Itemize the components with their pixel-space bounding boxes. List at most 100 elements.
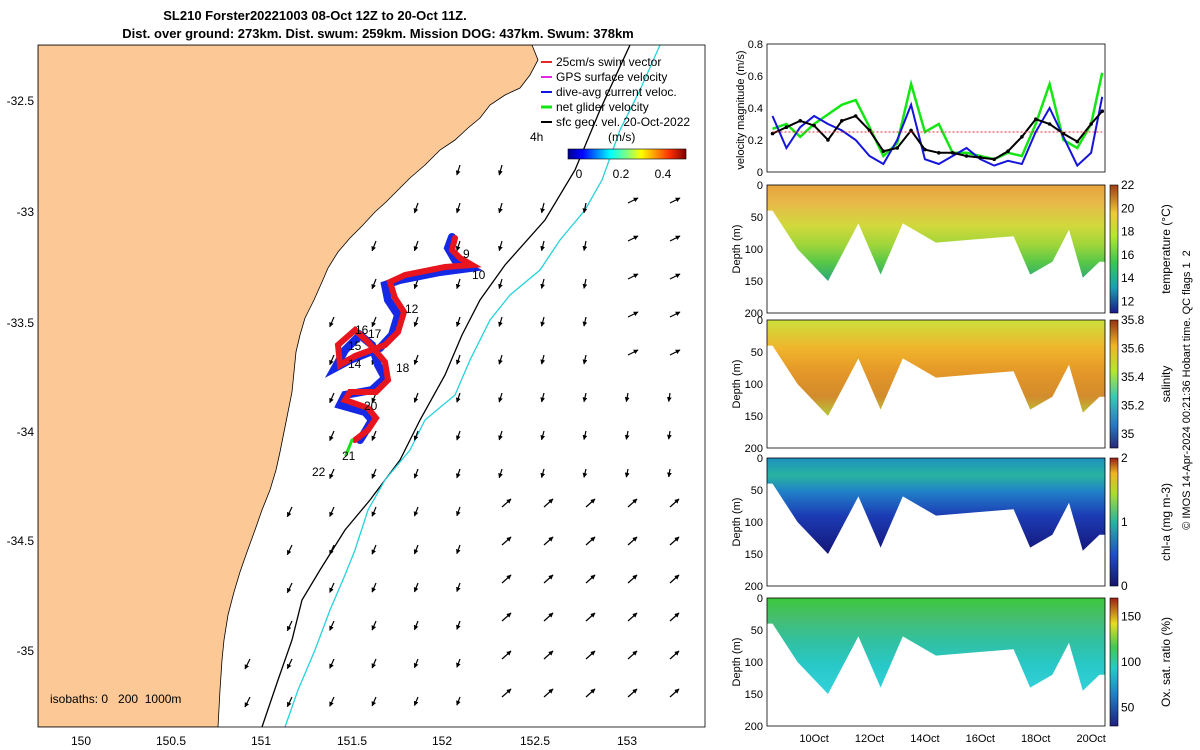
current-vector	[585, 612, 596, 622]
geo-point	[964, 154, 969, 158]
current-vector	[582, 240, 588, 252]
current-vector	[329, 506, 335, 517]
y-tick-label: 100	[745, 244, 763, 256]
depth-axis-label: Depth (m)	[731, 638, 743, 687]
colorbar-tick: 35.2	[1121, 398, 1145, 412]
current-vector	[371, 430, 377, 441]
geo-point	[1089, 122, 1093, 126]
y-tick-label: 0.2	[748, 135, 763, 147]
current-vector	[286, 658, 293, 670]
current-vector	[540, 430, 546, 441]
current-vector	[627, 235, 639, 242]
interval-label: 4h	[530, 130, 543, 144]
current-vector	[498, 430, 503, 441]
current-vector	[669, 688, 680, 698]
current-vector	[329, 392, 335, 404]
x-tick-label: 151.5	[337, 734, 367, 748]
current-vector	[627, 612, 638, 622]
current-vector	[413, 506, 419, 517]
y-tick-label: 200	[745, 443, 763, 455]
day-label: 18	[396, 361, 410, 375]
current-vector	[413, 468, 419, 479]
current-vector	[540, 354, 546, 365]
current-vector	[456, 582, 461, 593]
current-vector	[627, 574, 638, 584]
current-vector	[501, 688, 512, 698]
legend-label: dive-avg current veloc.	[556, 85, 677, 99]
figure-title-line1: SL210 Forster20221003 08-Oct 12Z to 20-O…	[163, 8, 467, 23]
map-y-ticks: -32.5 -33 -33.5 -34 -34.5 -35	[7, 94, 35, 658]
x-tick-label: 152	[432, 734, 452, 748]
current-vector	[456, 620, 461, 630]
geo-point	[895, 146, 900, 150]
current-vector	[669, 498, 680, 508]
current-vector	[501, 612, 512, 622]
current-vector	[371, 468, 377, 479]
current-vector	[371, 544, 377, 555]
current-vector	[455, 316, 461, 327]
current-vector	[413, 658, 419, 669]
current-vector	[627, 349, 639, 356]
section-panel-temperature: 0 50 100 150 200 Depth (m) 22 20 18 16 14 12 tempera…	[731, 178, 1173, 320]
geo-point	[853, 114, 858, 118]
day-label: 9	[463, 247, 470, 261]
colorbar	[1109, 184, 1119, 314]
current-vector	[582, 354, 588, 365]
colorbar-tick: 50	[1121, 701, 1135, 715]
current-vector	[455, 354, 461, 365]
current-vector	[627, 197, 639, 204]
current-vector	[501, 650, 512, 660]
current-vector	[329, 468, 335, 480]
current-vector	[456, 544, 461, 555]
velocity-lines	[770, 72, 1105, 168]
land-mass	[38, 45, 539, 727]
y-tick-label: -34.5	[7, 534, 35, 548]
y-tick-label: 0.4	[748, 103, 763, 115]
geo-point	[992, 157, 996, 161]
current-vector	[624, 392, 630, 403]
day-label: 14	[348, 357, 362, 371]
y-tick-label: 200	[745, 308, 763, 320]
isobath-1000m	[284, 45, 661, 727]
y-tick-label: 50	[751, 485, 763, 497]
current-vector	[624, 430, 630, 440]
colorbar-label: temperature (°C)	[1159, 204, 1173, 294]
current-vector	[543, 498, 554, 508]
velocity-panel: 0 0.2 0.4 0.6 0.8 velocity magnitude (m/s)	[735, 39, 1106, 179]
current-vector	[669, 197, 681, 204]
colorbar-tick: 35.8	[1121, 313, 1145, 327]
current-vector	[413, 316, 419, 328]
velocity-series-1	[771, 96, 1104, 168]
colorbar-tick: 16	[1121, 248, 1135, 262]
geo-point	[867, 128, 872, 133]
current-vector	[286, 582, 293, 594]
current-vector	[582, 430, 588, 441]
velocity-series-0	[772, 72, 1104, 161]
y-tick-label: 0	[757, 593, 763, 605]
credit-label: © IMOS 14-Apr-2024 00:21:36 Hobart time.…	[1181, 250, 1193, 530]
current-vector	[667, 468, 672, 478]
current-vector	[413, 620, 419, 631]
current-vector	[286, 620, 293, 632]
current-vector	[627, 273, 639, 280]
glider-track-swim	[334, 235, 482, 443]
current-vector	[286, 696, 293, 708]
geo-point	[1006, 149, 1010, 153]
geo-point	[784, 125, 789, 129]
current-vector	[582, 392, 588, 403]
current-vector	[498, 164, 503, 176]
day-label: 16	[355, 323, 369, 337]
geo-point	[1061, 131, 1066, 136]
current-vector	[498, 354, 503, 365]
current-vector	[627, 498, 638, 508]
current-vector	[286, 506, 293, 518]
colorbar-tick: 0.4	[655, 167, 672, 181]
speed-colorbar	[567, 148, 687, 160]
current-vector	[371, 278, 377, 290]
day-label: 15	[348, 339, 362, 353]
section-fill	[767, 320, 1105, 416]
current-vector	[455, 392, 461, 403]
colorbar-tick: 22	[1121, 178, 1135, 192]
